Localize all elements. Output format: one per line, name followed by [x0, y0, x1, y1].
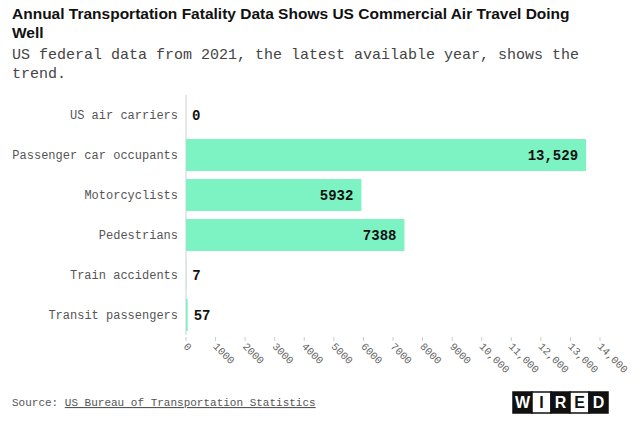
category-label: US air carriers [70, 109, 178, 123]
category-label: Passenger car occupants [12, 149, 178, 163]
tick-mark [215, 337, 216, 341]
logo-box [570, 392, 589, 413]
tick-label: 2000 [240, 341, 266, 367]
title: Annual Transportation Fatality Data Show… [12, 4, 590, 42]
tick-mark [393, 337, 394, 341]
tick-mark [333, 337, 334, 341]
logo-letter: D [593, 394, 605, 411]
tick-mark [600, 337, 601, 341]
tick-mark [304, 337, 305, 341]
bar [186, 219, 404, 251]
data-label: 5932 [320, 188, 354, 204]
source-link[interactable]: US Bureau of Transportation Statistics [65, 397, 316, 409]
source-prefix: Source: [12, 397, 65, 409]
data-label: 13,529 [528, 148, 578, 164]
logo-box [513, 392, 532, 413]
tick-mark [363, 337, 364, 341]
tick-label: 11,000 [506, 341, 541, 376]
tick-mark [481, 337, 482, 341]
tick-label: 3000 [270, 341, 296, 367]
tick-label: 5000 [329, 341, 355, 367]
tick-label: 13,000 [565, 341, 600, 376]
bars [186, 139, 586, 331]
tick-label: 14,000 [595, 341, 630, 376]
tick-label: 10,000 [477, 341, 512, 376]
bar [186, 179, 361, 211]
logo-box [551, 392, 570, 413]
tick-mark [274, 337, 275, 341]
tick-label: 4000 [299, 341, 325, 367]
tick-mark [245, 337, 246, 341]
tick-mark [570, 337, 571, 341]
category-label: Transit passengers [48, 309, 178, 323]
tick-label: 0 [181, 341, 194, 354]
tick-mark [540, 337, 541, 341]
bar [186, 259, 187, 291]
tick-label: 9000 [447, 341, 473, 367]
bar [186, 99, 187, 131]
chart-svg: US air carriers 0 Passenger car occupants 1… [0, 0, 640, 422]
data-label: 7 [192, 268, 200, 284]
tick-mark [511, 337, 512, 341]
subtitle: US federal data from 2021, the latest av… [12, 46, 612, 84]
tick-mark [422, 337, 423, 341]
x-ticks: 0 10002000300040005000600070008000900010,… [181, 337, 630, 376]
tick-label: 1000 [210, 341, 236, 367]
logo-letter: R [555, 394, 567, 411]
logo-letter: E [574, 394, 585, 411]
tick-mark [452, 337, 453, 341]
logo: WIRED [513, 392, 608, 413]
data-label: 0 [192, 108, 200, 124]
bar [186, 139, 586, 171]
category-label: Train accidents [70, 269, 178, 283]
category-label: Motorcyclists [84, 189, 178, 203]
tick-label: 12,000 [536, 341, 571, 376]
source: Source: US Bureau of Transportation Stat… [12, 397, 316, 409]
logo-letter: I [539, 394, 543, 411]
tick-label: 8000 [417, 341, 443, 367]
logo-box [589, 392, 608, 413]
tick-label: 7000 [388, 341, 414, 367]
bar [186, 299, 188, 331]
data-label: 7388 [363, 228, 397, 244]
data-label: 57 [194, 308, 211, 324]
tick-label: 6000 [358, 341, 384, 367]
tick-mark [186, 337, 187, 341]
category-label: Pedestrians [99, 229, 178, 243]
logo-box [532, 392, 551, 413]
labels: US air carriers 0 Passenger car occupants 1… [12, 108, 578, 324]
chart-root: Annual Transportation Fatality Data Show… [0, 0, 640, 422]
logo-letter: W [515, 394, 531, 411]
